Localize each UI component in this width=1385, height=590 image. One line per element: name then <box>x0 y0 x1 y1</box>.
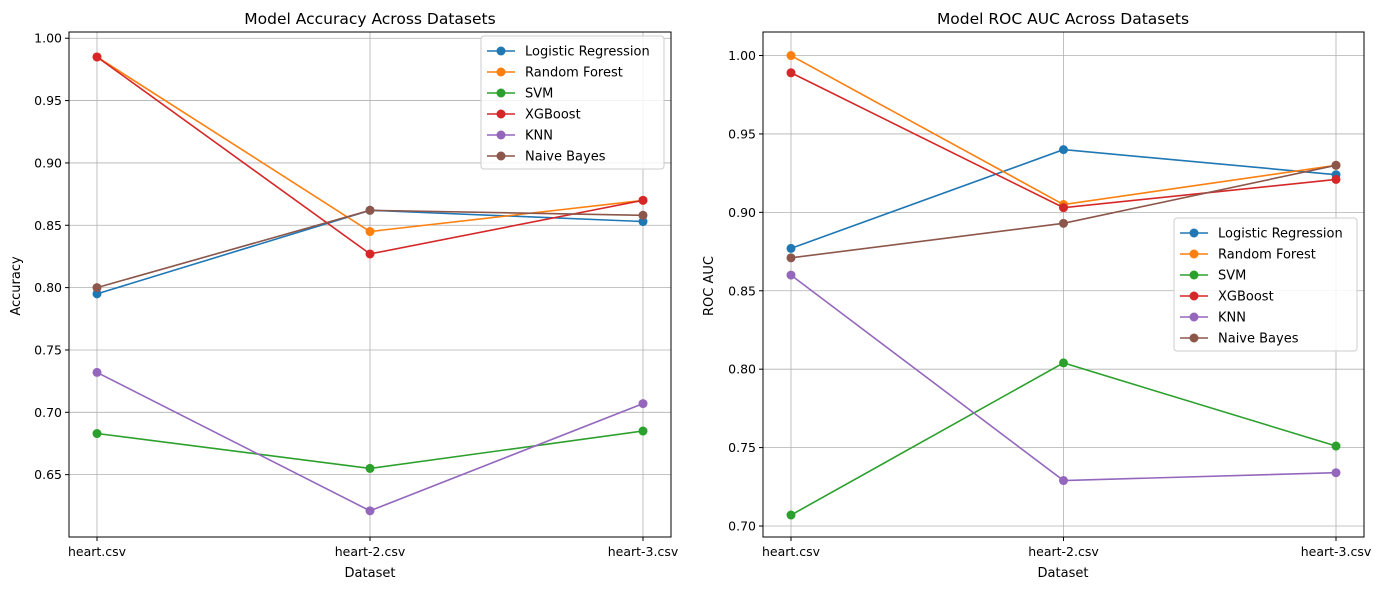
legend-marker <box>1189 270 1199 280</box>
axes-frame <box>68 31 672 538</box>
data-point <box>1059 358 1068 368</box>
legend-marker <box>496 130 506 140</box>
x-tick-label: heart-2.csv <box>335 544 406 559</box>
data-point <box>638 217 648 227</box>
legend-label: Random Forest <box>1218 248 1316 263</box>
y-axis-label: Accuracy <box>9 256 24 316</box>
y-tick-label: 0.95 <box>728 126 756 141</box>
x-tick-label: heart-3.csv <box>1301 544 1372 559</box>
y-tick-label: 1.00 <box>728 48 756 63</box>
data-point <box>1059 218 1068 228</box>
x-tick-label: heart.csv <box>68 544 127 559</box>
y-tick-label: 0.75 <box>34 342 62 357</box>
y-tick-label: 0.70 <box>728 519 756 534</box>
data-point <box>92 367 102 377</box>
data-point <box>786 243 796 253</box>
accuracy-chart: Model Accuracy Across Datasets Dataset A… <box>9 10 679 581</box>
legend-label: SVM <box>525 87 553 102</box>
legend-marker <box>1189 333 1199 343</box>
legend-marker <box>496 67 506 77</box>
legend-label: XGBoost <box>1218 290 1274 305</box>
data-point <box>786 510 796 520</box>
legend-label: Naive Bayes <box>525 150 606 165</box>
y-tick-label: 0.90 <box>34 155 62 170</box>
data-point <box>1331 160 1341 170</box>
legend-label: KNN <box>525 129 553 144</box>
legend-label: SVM <box>1218 269 1246 284</box>
legend-marker <box>1189 291 1199 301</box>
y-tick-label: 0.95 <box>34 93 62 108</box>
legend: Logistic Regression Random Forest SVM XGBoo… <box>480 35 665 170</box>
chart-title: Model Accuracy Across Datasets <box>244 10 495 28</box>
data-point <box>1331 468 1341 478</box>
data-point <box>638 210 648 220</box>
data-point <box>365 227 375 237</box>
data-point <box>365 249 375 259</box>
y-axis-label: ROC AUC <box>702 256 717 316</box>
legend-box <box>480 35 665 170</box>
legend-marker <box>1189 228 1199 238</box>
data-point <box>92 429 102 439</box>
data-point <box>786 270 796 280</box>
data-point <box>1059 203 1068 213</box>
y-tick-label: 0.85 <box>34 218 62 233</box>
x-tick-label: heart-2.csv <box>1028 544 1099 559</box>
roc-auc-chart: Model ROC AUC Across Datasets Dataset RO… <box>702 10 1372 581</box>
legend-label: Logistic Regression <box>1218 227 1343 242</box>
legend-marker <box>1189 249 1199 259</box>
legend-label: Logistic Regression <box>525 45 650 60</box>
data-point <box>365 463 375 473</box>
x-tick-label: heart.csv <box>762 544 821 559</box>
data-point <box>786 68 796 78</box>
data-point <box>365 205 375 215</box>
legend-marker <box>496 151 506 161</box>
chart-title: Model ROC AUC Across Datasets <box>937 10 1189 28</box>
legend-marker <box>496 88 506 98</box>
plot-area: 0.65 0.70 0.75 0.80 0.85 0.90 0.95 1.00 heart.cs… <box>34 31 679 559</box>
axes-frame <box>762 31 1365 538</box>
plot-area: 0.70 0.75 0.80 0.85 0.90 0.95 1.00 heart.csv hea… <box>728 31 1372 559</box>
data-point <box>638 195 648 205</box>
y-tick-label: 0.65 <box>34 467 62 482</box>
data-point <box>638 426 648 436</box>
y-tick-label: 0.70 <box>34 405 62 420</box>
data-point <box>1059 145 1068 155</box>
y-tick-label: 1.00 <box>34 31 62 46</box>
data-point <box>638 399 648 409</box>
legend-marker <box>496 46 506 56</box>
legend-label: KNN <box>1218 311 1246 326</box>
y-tick-label: 0.85 <box>728 283 756 298</box>
data-point <box>365 506 375 516</box>
data-point <box>1331 174 1341 184</box>
y-tick-label: 0.80 <box>34 280 62 295</box>
legend-label: XGBoost <box>525 108 581 123</box>
data-point <box>1059 476 1068 486</box>
data-point <box>786 51 796 61</box>
x-axis-label: Dataset <box>1038 566 1089 581</box>
data-point <box>92 52 102 62</box>
y-tick-label: 0.80 <box>728 362 756 377</box>
legend-label: Naive Bayes <box>1218 332 1299 347</box>
x-tick-label: heart-3.csv <box>608 544 679 559</box>
legend-label: Random Forest <box>525 66 623 81</box>
legend-marker <box>1189 312 1199 322</box>
data-point <box>786 253 796 263</box>
data-point <box>92 283 102 293</box>
legend: Logistic Regression Random Forest SVM XGBoo… <box>1173 217 1358 352</box>
y-tick-label: 0.90 <box>728 205 756 220</box>
legend-marker <box>496 109 506 119</box>
legend-box <box>1173 217 1358 352</box>
x-axis-label: Dataset <box>345 566 396 581</box>
data-point <box>1331 441 1341 451</box>
y-tick-label: 0.75 <box>728 440 756 455</box>
data-point <box>92 289 102 299</box>
